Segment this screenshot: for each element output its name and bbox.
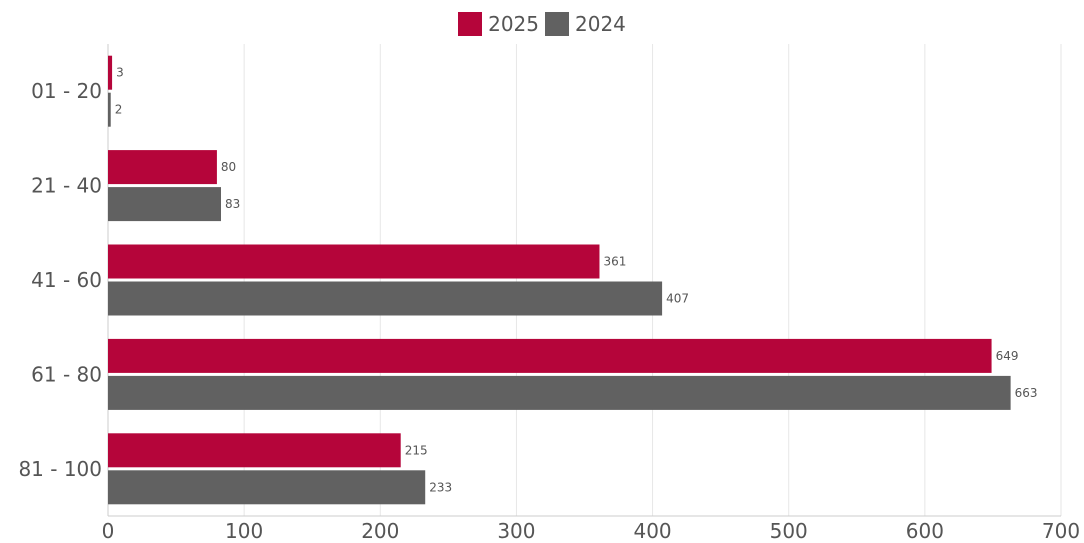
data-label: 663 xyxy=(1015,386,1038,400)
data-label: 649 xyxy=(996,349,1019,363)
legend-swatch-2024 xyxy=(545,12,569,36)
bar-2025[interactable] xyxy=(108,244,600,279)
x-tick-label: 700 xyxy=(1042,519,1080,543)
x-tick-label: 400 xyxy=(633,519,671,543)
x-tick-label: 300 xyxy=(497,519,535,543)
x-tick-label: 500 xyxy=(770,519,808,543)
data-label: 3 xyxy=(116,66,124,80)
bar-2025[interactable] xyxy=(108,338,992,373)
legend-item-2025[interactable]: 2025 xyxy=(458,12,539,36)
bar-2024[interactable] xyxy=(108,281,663,316)
y-tick-label: 41 - 60 xyxy=(31,268,102,292)
bar-2024[interactable] xyxy=(108,375,1011,410)
y-tick-label: 21 - 40 xyxy=(31,174,102,198)
x-tick-label: 200 xyxy=(361,519,399,543)
x-tick-label: 100 xyxy=(225,519,263,543)
bar-2025[interactable] xyxy=(108,433,401,468)
data-label: 83 xyxy=(225,197,240,211)
bar-2024[interactable] xyxy=(108,92,111,127)
data-label: 80 xyxy=(221,160,236,174)
y-tick-label: 61 - 80 xyxy=(31,362,102,386)
x-tick-label: 0 xyxy=(102,519,115,543)
legend-swatch-2025 xyxy=(458,12,483,36)
data-label: 361 xyxy=(603,255,626,269)
legend-label-2024: 2024 xyxy=(575,12,626,36)
y-tick-label: 01 - 20 xyxy=(31,79,102,103)
bar-2024[interactable] xyxy=(108,187,221,222)
legend-item-2024[interactable]: 2024 xyxy=(545,12,626,36)
data-label: 407 xyxy=(666,292,689,306)
legend-label-2025: 2025 xyxy=(488,12,539,36)
y-tick-label: 81 - 100 xyxy=(18,457,102,481)
legend: 2025 2024 xyxy=(0,12,1084,36)
data-label: 2 xyxy=(115,103,123,117)
data-label: 215 xyxy=(405,443,428,457)
bar-2024[interactable] xyxy=(108,470,426,505)
x-tick-label: 600 xyxy=(906,519,944,543)
data-label: 233 xyxy=(429,480,452,494)
bar-2025[interactable] xyxy=(108,55,113,90)
bar-2025[interactable] xyxy=(108,150,217,185)
